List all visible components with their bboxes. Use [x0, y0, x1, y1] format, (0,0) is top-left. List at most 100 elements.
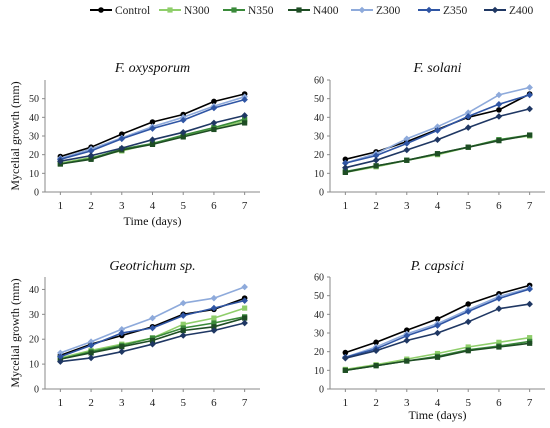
- data-point: [179, 332, 187, 339]
- data-point: [342, 159, 349, 167]
- x-tick-label: 3: [119, 200, 125, 212]
- series-z400: [342, 300, 533, 362]
- data-point: [210, 327, 218, 334]
- data-point: [149, 340, 156, 348]
- chart-title: P. capsici: [410, 259, 465, 274]
- data-point: [465, 301, 472, 307]
- data-point: [434, 136, 441, 144]
- data-point: [242, 120, 248, 126]
- x-tick-label: 2: [373, 397, 379, 409]
- legend-marker: [167, 7, 173, 13]
- series-z350: [342, 91, 533, 167]
- data-point: [465, 348, 471, 354]
- data-point: [372, 156, 380, 164]
- data-point: [342, 169, 348, 175]
- data-point: [434, 322, 441, 329]
- data-point: [211, 126, 217, 133]
- data-point: [372, 347, 380, 355]
- data-point: [434, 354, 441, 360]
- x-tick-label: 7: [242, 397, 248, 409]
- y-tick-label: 0: [34, 188, 39, 199]
- x-tick-label: 4: [150, 397, 156, 409]
- x-axis-label: Time (days): [409, 408, 467, 422]
- x-tick-label: 4: [150, 200, 156, 212]
- x-axis-label: Time (days): [124, 214, 182, 228]
- x-tick-label: 7: [527, 397, 533, 409]
- data-point: [342, 354, 349, 362]
- legend-item-n350: N350: [223, 5, 274, 17]
- legend-item-z300: Z300: [351, 5, 401, 17]
- legend-marker: [296, 7, 302, 13]
- series-z400: [57, 319, 248, 365]
- data-point: [210, 104, 218, 112]
- data-point: [403, 146, 411, 154]
- y-tick-label: 30: [314, 329, 324, 340]
- legend-label: Z400: [509, 5, 534, 17]
- legend: Control N300 N350 N400 Z300 Z350 Z400: [90, 5, 534, 17]
- data-point: [373, 363, 379, 369]
- legend-item-z400: Z400: [484, 5, 534, 17]
- data-point: [87, 152, 95, 159]
- y-tick-label: 40: [314, 310, 324, 321]
- legend-item-n300: N300: [159, 5, 210, 17]
- y-tick-label: 50: [29, 94, 39, 105]
- legend-label: Z350: [443, 5, 468, 17]
- x-tick-label: 5: [180, 200, 186, 212]
- y-tick-label: 60: [314, 76, 324, 87]
- y-tick-label: 0: [319, 188, 324, 199]
- y-axis-label: Mycelial growth (mm): [8, 278, 22, 387]
- axes: 0 10 20 30 40 50 1 2 3 4 5 6 7: [29, 80, 260, 212]
- y-tick-label: 10: [29, 360, 39, 371]
- data-point: [211, 315, 217, 321]
- data-point: [118, 144, 126, 152]
- x-tick-label: 2: [373, 200, 379, 212]
- legend-label: N400: [313, 5, 339, 17]
- data-point: [434, 329, 441, 337]
- data-point: [373, 163, 379, 169]
- x-tick-label: 6: [211, 397, 217, 409]
- chart-f-oxysporum: F. oxysporum 0 10 20 30 40 50 1 2 3 4 5 6 7 Time (days…: [8, 61, 260, 228]
- data-point: [180, 321, 186, 327]
- x-tick-label: 3: [404, 397, 410, 409]
- data-point: [372, 152, 380, 159]
- y-tick-label: 50: [314, 291, 324, 302]
- data-point: [241, 112, 248, 119]
- data-point: [211, 320, 217, 326]
- data-point: [403, 140, 411, 147]
- data-point: [87, 147, 95, 155]
- data-point: [342, 156, 349, 163]
- x-tick-label: 5: [465, 200, 471, 212]
- data-point: [87, 338, 95, 346]
- data-point: [403, 135, 411, 143]
- x-tick-label: 7: [242, 200, 248, 212]
- chart-title: F. oxysporum: [114, 61, 190, 76]
- series-z300: [57, 283, 248, 357]
- x-tick-label: 1: [58, 397, 64, 409]
- legend-item-z350: Z350: [418, 5, 468, 17]
- data-point: [342, 164, 349, 172]
- x-tick-label: 3: [404, 200, 410, 212]
- y-axis-label: Mycelial growth (mm): [8, 81, 22, 190]
- y-tick-label: 40: [29, 113, 39, 124]
- data-point: [149, 125, 156, 132]
- data-point: [211, 324, 217, 330]
- data-point: [210, 119, 218, 127]
- axes: 0 10 20 30 40 1 2 3 4 5 6 7: [29, 277, 260, 409]
- chart-f-solani: F. solani 0 10 20 30 40 50 60 1 2 3 4 5 6 7: [314, 61, 545, 212]
- x-tick-label: 5: [180, 397, 186, 409]
- data-point: [527, 340, 533, 346]
- data-point: [496, 344, 502, 350]
- x-tick-label: 1: [343, 397, 349, 409]
- data-point: [211, 98, 217, 105]
- y-tick-label: 10: [29, 169, 39, 180]
- data-point: [434, 350, 441, 357]
- data-point: [464, 318, 472, 326]
- data-point: [342, 367, 348, 373]
- x-tick-label: 4: [435, 200, 441, 212]
- data-point: [149, 141, 156, 147]
- x-tick-label: 5: [465, 397, 471, 409]
- x-tick-label: 3: [119, 397, 125, 409]
- y-tick-label: 20: [314, 150, 324, 161]
- data-point: [149, 324, 156, 332]
